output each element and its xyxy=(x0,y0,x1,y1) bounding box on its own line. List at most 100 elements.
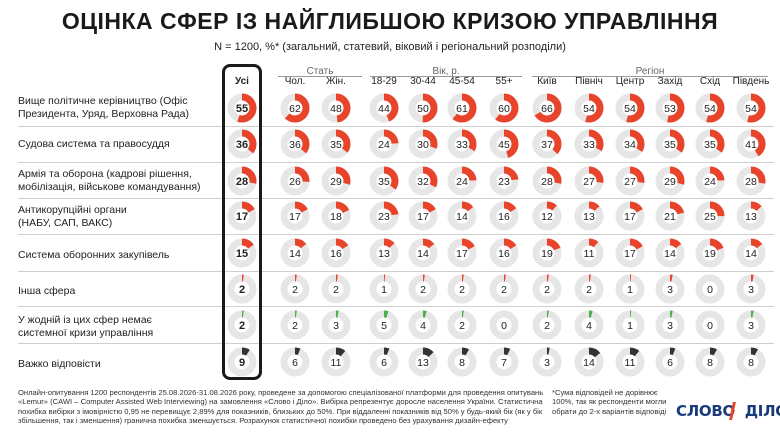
donut-arc xyxy=(736,201,766,231)
donut-arc xyxy=(736,129,766,159)
donut-arc xyxy=(447,274,477,304)
donut-arc xyxy=(447,93,477,123)
donut-arc xyxy=(615,274,645,304)
donut-arc xyxy=(615,347,645,377)
data-label: 23 xyxy=(378,211,390,223)
row-separator xyxy=(18,198,774,199)
row-label-anticorruption: Антикорупційні органи (НАБУ, САП, ВАКС) xyxy=(18,204,127,229)
donut-arc xyxy=(615,310,645,340)
data-label: 11 xyxy=(331,357,342,369)
donut-arc xyxy=(280,166,310,196)
data-label: 29 xyxy=(330,176,342,188)
group-header-age: Вік, р. xyxy=(432,66,460,77)
col-header-male: Чол. xyxy=(284,76,306,87)
chart-title: ОЦІНКА СФЕР ІЗ НАЙГЛИБШОЮ КРИЗОЮ УПРАВЛІ… xyxy=(61,8,719,34)
col-header-age-55plus: 55+ xyxy=(495,76,513,87)
data-label: 2 xyxy=(292,284,298,296)
donut-arc xyxy=(408,93,438,123)
donut-arc xyxy=(489,238,519,268)
data-label: 23 xyxy=(498,176,510,188)
data-label: 13 xyxy=(745,211,757,223)
data-label: 8 xyxy=(748,357,754,369)
donut-arc xyxy=(369,310,399,340)
donut-arc xyxy=(489,274,519,304)
sum-footnote: *Сума відповідей не дорівнює 100%, так я… xyxy=(552,388,667,416)
data-label: 2 xyxy=(292,320,298,332)
data-label: 17 xyxy=(236,211,248,223)
donut-arc xyxy=(321,129,351,159)
donut-arc xyxy=(321,347,351,377)
data-label: 2 xyxy=(459,320,465,332)
data-label: 66 xyxy=(541,103,553,115)
data-label: 0 xyxy=(707,284,713,296)
donut-arc xyxy=(532,274,562,304)
donut-arc xyxy=(615,201,645,231)
data-label: 14 xyxy=(456,211,468,223)
data-label: 17 xyxy=(456,248,468,260)
donut-arc xyxy=(532,166,562,196)
data-label: 9 xyxy=(239,357,245,369)
data-label: 28 xyxy=(541,176,553,188)
row-label-defense-procurement: Система оборонних закупівель xyxy=(18,249,170,261)
donut-arc xyxy=(280,238,310,268)
data-label: 2 xyxy=(420,284,426,296)
donut-arc xyxy=(369,347,399,377)
data-label: 30 xyxy=(417,139,429,151)
donut-arc xyxy=(655,166,685,196)
group-line-age xyxy=(370,76,522,77)
donut-arc xyxy=(369,238,399,268)
donut-arc xyxy=(574,129,604,159)
data-label: 25 xyxy=(704,211,716,223)
data-label: 62 xyxy=(289,103,301,115)
data-label: 28 xyxy=(236,176,248,188)
row-separator xyxy=(18,271,774,272)
chart-subtitle: N = 1200, %* (загальний, статевий, віков… xyxy=(214,41,566,53)
row-label-other: Інша сфера xyxy=(18,285,76,297)
data-label: 21 xyxy=(664,211,676,223)
data-label: 29 xyxy=(664,176,676,188)
data-label: 44 xyxy=(378,103,390,115)
data-label: 34 xyxy=(624,139,636,151)
donut-arc xyxy=(695,347,725,377)
donut-arc xyxy=(695,201,725,231)
data-label: 17 xyxy=(624,211,636,223)
data-label: 35 xyxy=(330,139,342,151)
donut-arc xyxy=(321,166,351,196)
donut-track xyxy=(695,274,725,304)
data-label: 60 xyxy=(498,103,510,115)
data-label: 35 xyxy=(378,176,390,188)
donut-arc xyxy=(736,310,766,340)
donut-arc xyxy=(532,93,562,123)
data-label: 54 xyxy=(624,103,636,115)
data-label: 0 xyxy=(707,320,713,332)
data-label: 35 xyxy=(704,139,716,151)
col-header-kyiv: Київ xyxy=(537,76,557,87)
donut-arc xyxy=(227,310,257,340)
donut-arc xyxy=(369,93,399,123)
data-label: 8 xyxy=(459,357,465,369)
col-header-south: Південь xyxy=(732,76,770,87)
donut-arc xyxy=(227,238,257,268)
col-header-age-30-44: 30-44 xyxy=(410,76,436,87)
donut-arc xyxy=(574,93,604,123)
data-label: 6 xyxy=(381,357,387,369)
donut-arc xyxy=(408,347,438,377)
donut-arc xyxy=(227,201,257,231)
col-header-age-18-29: 18-29 xyxy=(371,76,397,87)
donut-arc xyxy=(408,238,438,268)
data-label: 4 xyxy=(420,320,426,332)
donut-arc xyxy=(280,310,310,340)
donut-arc xyxy=(736,274,766,304)
data-label: 14 xyxy=(583,357,595,369)
donut-arc xyxy=(695,93,725,123)
col-header-north: Північ xyxy=(575,76,603,87)
data-label: 14 xyxy=(417,248,429,260)
donut-arc xyxy=(280,274,310,304)
data-label: 3 xyxy=(667,320,673,332)
data-label: 48 xyxy=(330,103,342,115)
donut-arc xyxy=(280,347,310,377)
donut-arc xyxy=(532,238,562,268)
data-label: 1 xyxy=(381,284,387,296)
donut-arc xyxy=(321,201,351,231)
col-header-west: Захід xyxy=(657,76,683,87)
